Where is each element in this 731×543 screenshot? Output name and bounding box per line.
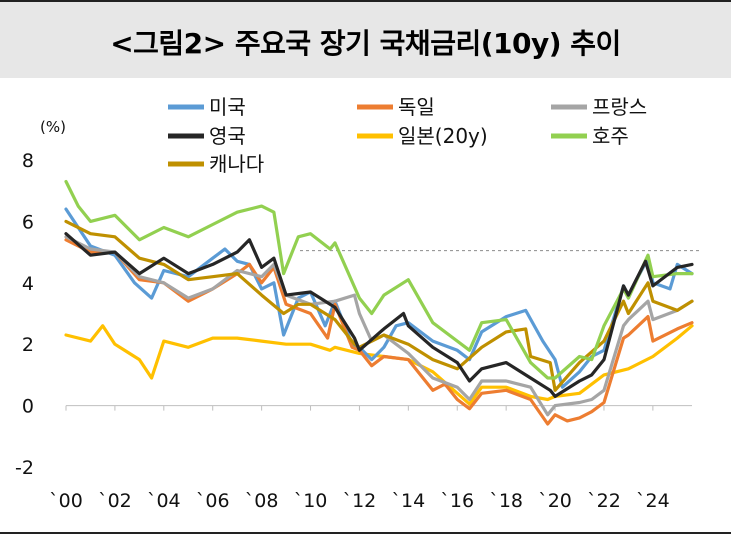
x-tick-label: `16 [440,490,474,512]
x-tick-label: `22 [587,490,621,512]
y-tick-label: 4 [22,273,34,295]
y-tick-label: 0 [22,396,34,418]
legend-label: 독일 [398,95,435,119]
y-tick-label: 8 [22,150,34,172]
title-bar: <그림2> 주요국 장기 국채금리(10y) 추이 [0,0,731,78]
series-line-4 [64,324,694,406]
x-tick-label: `24 [636,490,670,512]
x-tick-label: `10 [294,490,328,512]
series-line-0 [64,207,694,389]
legend-label: 일본(20y) [398,124,488,148]
unit-label: (%) [40,118,66,136]
legend-label: 호주 [592,124,629,148]
x-tick-label: `14 [392,490,426,512]
x-tick-label: `02 [98,490,132,512]
legend-label: 캐나다 [209,152,264,176]
legend-label: 프랑스 [592,95,647,119]
x-tick-label: `20 [538,490,572,512]
y-tick-label: 2 [22,334,34,356]
x-tick-label: `08 [245,490,279,512]
x-axis-ticks: `00 `02 `04 `06 `08 `10 `12 `14 `16 `18 `20 `22 `24 [49,405,670,512]
x-tick-label: `06 [196,490,230,512]
series-line-5 [64,179,694,380]
x-tick-label: `00 [49,490,83,512]
y-axis-ticks: 8 6 4 2 0 -2 [15,150,34,479]
y-tick-label: 6 [22,211,34,233]
bottom-rule [0,532,731,534]
x-tick-label: `04 [147,490,181,512]
x-tick-label: `12 [343,490,377,512]
y-tick-label: -2 [15,457,34,479]
series-line-2 [64,235,694,417]
series-line-3 [64,232,694,398]
series-lines [64,179,694,426]
x-tick-label: `18 [489,490,523,512]
legend-label: 영국 [209,124,246,148]
chart-title: <그림2> 주요국 장기 국채금리(10y) 추이 [110,27,621,60]
legend-label: 미국 [209,95,246,119]
